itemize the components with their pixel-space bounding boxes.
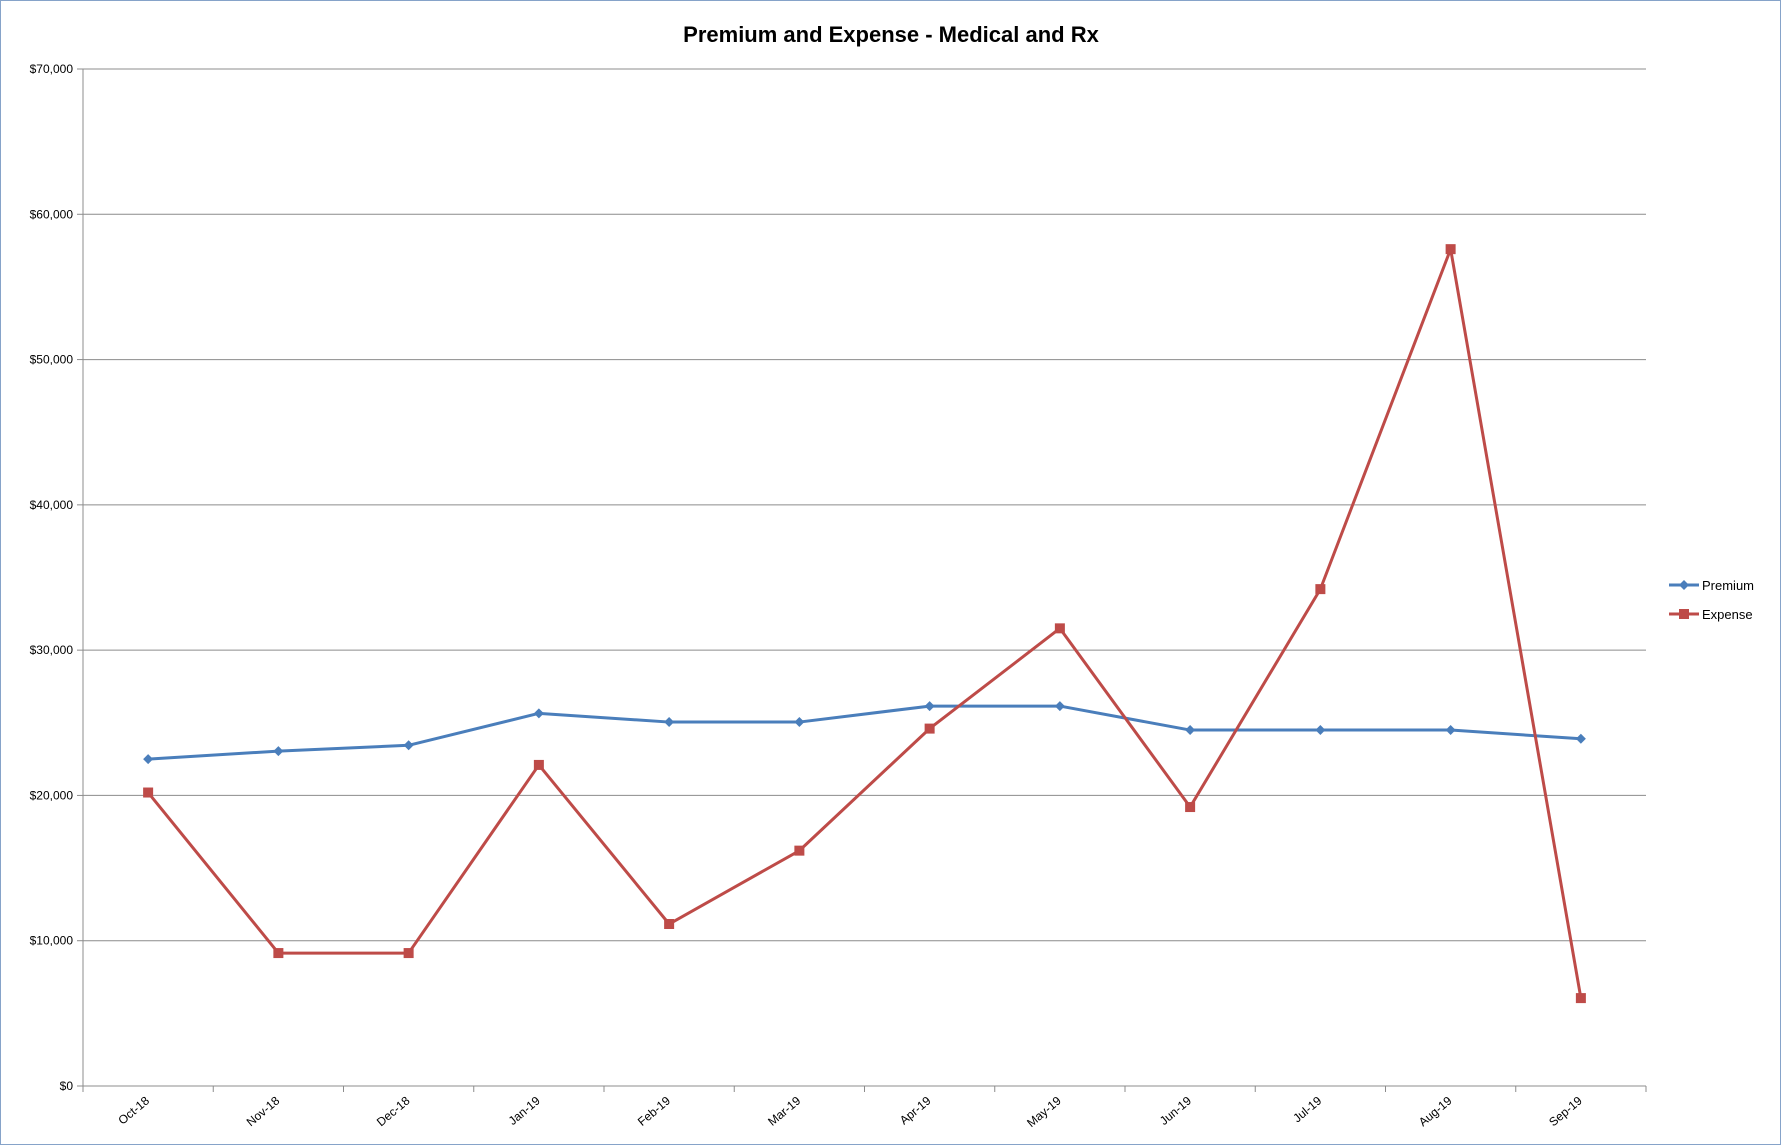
gridlines <box>83 68 1646 942</box>
legend-item-premium: Premium <box>1669 578 1754 593</box>
x-axis-tick-labels: Oct-18 Nov-18 Dec-18 Jan-19 Feb-19 Mar-19 Apr-… <box>115 1093 1585 1130</box>
x-tick-label: Aug-19 <box>1416 1093 1455 1129</box>
y-tick-label: $70,000 <box>30 62 74 76</box>
data-point-marker <box>143 787 154 798</box>
data-point-marker <box>664 717 675 728</box>
x-tick-label: Oct-18 <box>115 1093 152 1127</box>
series-expense <box>143 244 1586 1004</box>
x-tick-label: Jan-19 <box>506 1093 543 1128</box>
x-tick-label: Dec-18 <box>374 1093 413 1129</box>
data-point-marker <box>1575 993 1586 1004</box>
data-point-marker <box>1679 580 1689 590</box>
series-line <box>146 247 1583 999</box>
x-tick-label: Sep-19 <box>1546 1093 1585 1129</box>
y-tick-label: $30,000 <box>30 643 74 657</box>
legend: Premium Expense <box>1669 578 1754 622</box>
data-point-marker <box>1054 623 1065 634</box>
data-point-marker <box>924 701 935 712</box>
data-point-marker <box>1054 701 1065 712</box>
data-point-marker <box>794 717 805 728</box>
legend-label: Expense <box>1702 607 1753 622</box>
data-point-marker <box>1185 725 1196 736</box>
data-point-marker <box>533 708 544 719</box>
data-point-marker <box>533 759 544 770</box>
x-tick-label: Nov-18 <box>244 1093 283 1129</box>
data-point-marker <box>1315 584 1326 595</box>
axes <box>77 68 1647 1092</box>
data-point-marker <box>1679 609 1689 619</box>
x-tick-label: May-19 <box>1024 1093 1064 1130</box>
data-point-marker <box>664 919 675 930</box>
data-point-marker <box>403 948 414 959</box>
y-tick-label: $50,000 <box>30 353 74 367</box>
x-tick-label: Jul-19 <box>1290 1093 1324 1125</box>
y-tick-label: $60,000 <box>30 207 74 221</box>
x-tick-label: Feb-19 <box>635 1093 673 1128</box>
data-point-marker <box>924 723 935 734</box>
y-tick-label: $40,000 <box>30 498 74 512</box>
data-point-marker <box>1185 802 1196 813</box>
series-lines <box>143 244 1586 1004</box>
series-premium <box>143 701 1586 765</box>
y-tick-label: $0 <box>60 1079 74 1093</box>
data-point-marker <box>1445 244 1456 255</box>
data-point-marker <box>143 754 154 765</box>
y-tick-label: $20,000 <box>30 788 74 802</box>
x-tick-label: Mar-19 <box>765 1093 803 1128</box>
series-line <box>148 704 1581 761</box>
data-point-marker <box>1575 733 1586 744</box>
y-axis-tick-labels: $0 $10,000 $20,000 $30,000 $40,000 $50,000 $60… <box>30 62 74 1093</box>
data-point-marker <box>273 948 284 959</box>
data-point-marker <box>1445 725 1456 736</box>
legend-item-expense: Expense <box>1669 607 1753 622</box>
y-tick-label: $10,000 <box>30 934 74 948</box>
data-point-marker <box>403 740 414 751</box>
data-point-marker <box>273 746 284 757</box>
legend-label: Premium <box>1702 578 1754 593</box>
data-point-marker <box>1315 725 1326 736</box>
x-tick-label: Apr-19 <box>897 1093 934 1127</box>
data-point-marker <box>794 845 805 856</box>
chart-title: Premium and Expense - Medical and Rx <box>683 22 1099 47</box>
x-tick-label: Jun-19 <box>1157 1093 1194 1128</box>
